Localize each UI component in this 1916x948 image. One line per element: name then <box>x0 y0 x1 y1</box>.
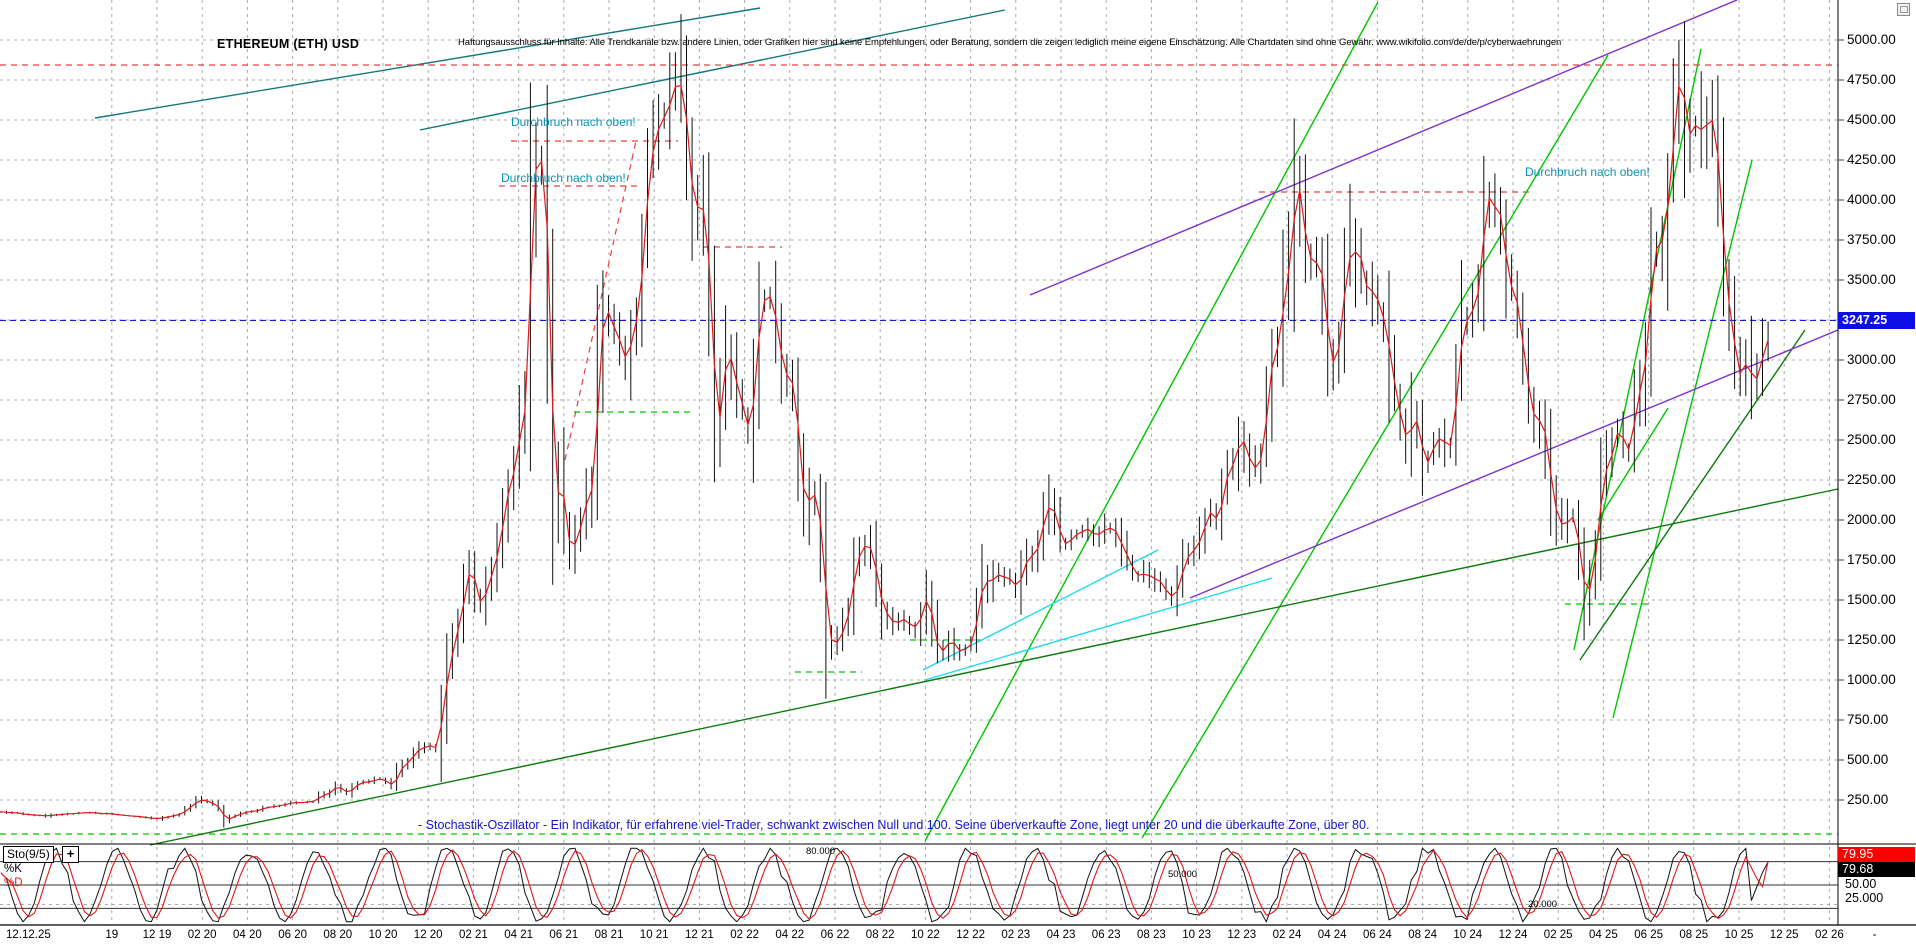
x-axis-label: 06 23 <box>1091 929 1121 941</box>
x-axis-label: 02 26 <box>1815 929 1844 941</box>
x-axis-label: 08 20 <box>323 929 353 941</box>
x-axis-label: 12.12.25 <box>6 929 51 941</box>
x-axis-label: 06 21 <box>549 929 579 941</box>
x-axis-label: 02 23 <box>1001 929 1031 941</box>
y-axis-label: 500.00 <box>1847 752 1889 767</box>
y-axis-label: 2750.00 <box>1847 392 1896 407</box>
x-axis-label: 12 23 <box>1227 929 1257 941</box>
x-axis-label: 06 20 <box>278 929 307 941</box>
x-axis-label: 19 <box>105 929 119 941</box>
x-axis-label: 06 25 <box>1634 929 1663 941</box>
x-axis-label: 10 25 <box>1724 929 1754 941</box>
add-indicator-button[interactable]: + <box>62 846 79 863</box>
x-axis-label: 02 22 <box>730 929 759 941</box>
y-axis-label: 2000.00 <box>1847 512 1896 527</box>
x-axis-label: 08 23 <box>1137 929 1166 941</box>
x-axis-label: 12 19 <box>142 929 172 941</box>
x-axis-label: 02 24 <box>1272 929 1302 941</box>
x-axis-label: 08 24 <box>1408 929 1437 941</box>
y-axis-label: 5000.00 <box>1847 32 1896 47</box>
y-axis-label: 750.00 <box>1847 712 1889 727</box>
x-axis-label: 12 20 <box>413 929 443 941</box>
x-axis-label: 12 25 <box>1769 929 1799 941</box>
breakout-annotation-2: Durchbruch nach oben! <box>501 171 626 185</box>
x-axis-label: 06 22 <box>820 929 850 941</box>
current-price-badge: 3247.25 <box>1838 312 1915 329</box>
x-axis-label: 04 22 <box>775 929 805 941</box>
y-axis-label: 2500.00 <box>1847 432 1896 447</box>
stochastic-description: - Stochastik-Oszillator - Ein Indikator,… <box>418 818 1370 832</box>
x-axis-label: 08 21 <box>594 929 624 941</box>
disclaimer-text: Haftungsausschluss für Inhalte: Alle Tre… <box>458 37 1562 48</box>
window-restore-icon[interactable] <box>1897 3 1910 16</box>
stochastic-indicator-button[interactable]: Sto(9/5) <box>3 846 54 863</box>
breakout-annotation-3: Durchbruch nach oben! <box>1525 165 1650 179</box>
x-axis-label: 08 25 <box>1679 929 1709 941</box>
x-axis-label: 02 21 <box>459 929 488 941</box>
y-axis-label: 3000.00 <box>1847 352 1896 367</box>
x-axis-label: 04 21 <box>504 929 533 941</box>
y-axis-label: 4000.00 <box>1847 192 1896 207</box>
x-axis-label: 04 23 <box>1046 929 1076 941</box>
x-axis-label: 10 21 <box>639 929 669 941</box>
x-axis-label: 10 24 <box>1453 929 1483 941</box>
x-axis-label: 04 20 <box>233 929 262 941</box>
breakout-annotation-1: Durchbruch nach oben! <box>511 115 636 129</box>
chart-title: ETHEREUM (ETH) USD <box>217 37 360 51</box>
y-axis-label: 4500.00 <box>1847 112 1896 127</box>
x-axis-label: 04 24 <box>1317 929 1347 941</box>
y-axis-label: 3750.00 <box>1847 232 1896 247</box>
x-axis-label: 12 21 <box>685 929 714 941</box>
x-axis-label: 02 20 <box>187 929 217 941</box>
sto-level-label: 20.000 <box>1528 899 1558 910</box>
percent-k-label: %K <box>4 863 22 875</box>
x-axis-label: 06 24 <box>1363 929 1392 941</box>
y-axis-label: 1750.00 <box>1847 552 1896 567</box>
percent-d-label: %D <box>4 877 23 889</box>
y-axis-label: 3500.00 <box>1847 272 1896 287</box>
sto-level-label: 50.000 <box>1168 869 1198 880</box>
y-axis-label: 1000.00 <box>1847 672 1896 687</box>
stochastic-k-badge: 79.68 <box>1838 862 1915 877</box>
x-axis-label: - <box>1872 929 1877 941</box>
y-axis-label: 1500.00 <box>1847 592 1896 607</box>
x-axis-label: 12 22 <box>956 929 985 941</box>
x-axis-label: 02 25 <box>1543 929 1573 941</box>
x-axis-label: 10 23 <box>1182 929 1211 941</box>
y-axis-label: 250.00 <box>1847 792 1889 807</box>
stochastic-mid-level-label: 50.00 <box>1845 877 1877 891</box>
sto-level-label: 80.000 <box>806 846 836 857</box>
x-axis-label: 12 24 <box>1498 929 1528 941</box>
x-axis-label: 10 20 <box>368 929 398 941</box>
x-axis-label: 04 25 <box>1589 929 1618 941</box>
x-axis-label: 10 22 <box>911 929 940 941</box>
stochastic-low-level-label: 25.000 <box>1845 891 1884 905</box>
y-axis-label: 2250.00 <box>1847 472 1896 487</box>
y-axis-label: 4250.00 <box>1847 152 1896 167</box>
x-axis-label: 08 22 <box>865 929 895 941</box>
stochastic-d-badge: 79.95 <box>1838 847 1915 862</box>
y-axis-label: 1250.00 <box>1847 632 1896 647</box>
y-axis-label: 4750.00 <box>1847 72 1896 87</box>
